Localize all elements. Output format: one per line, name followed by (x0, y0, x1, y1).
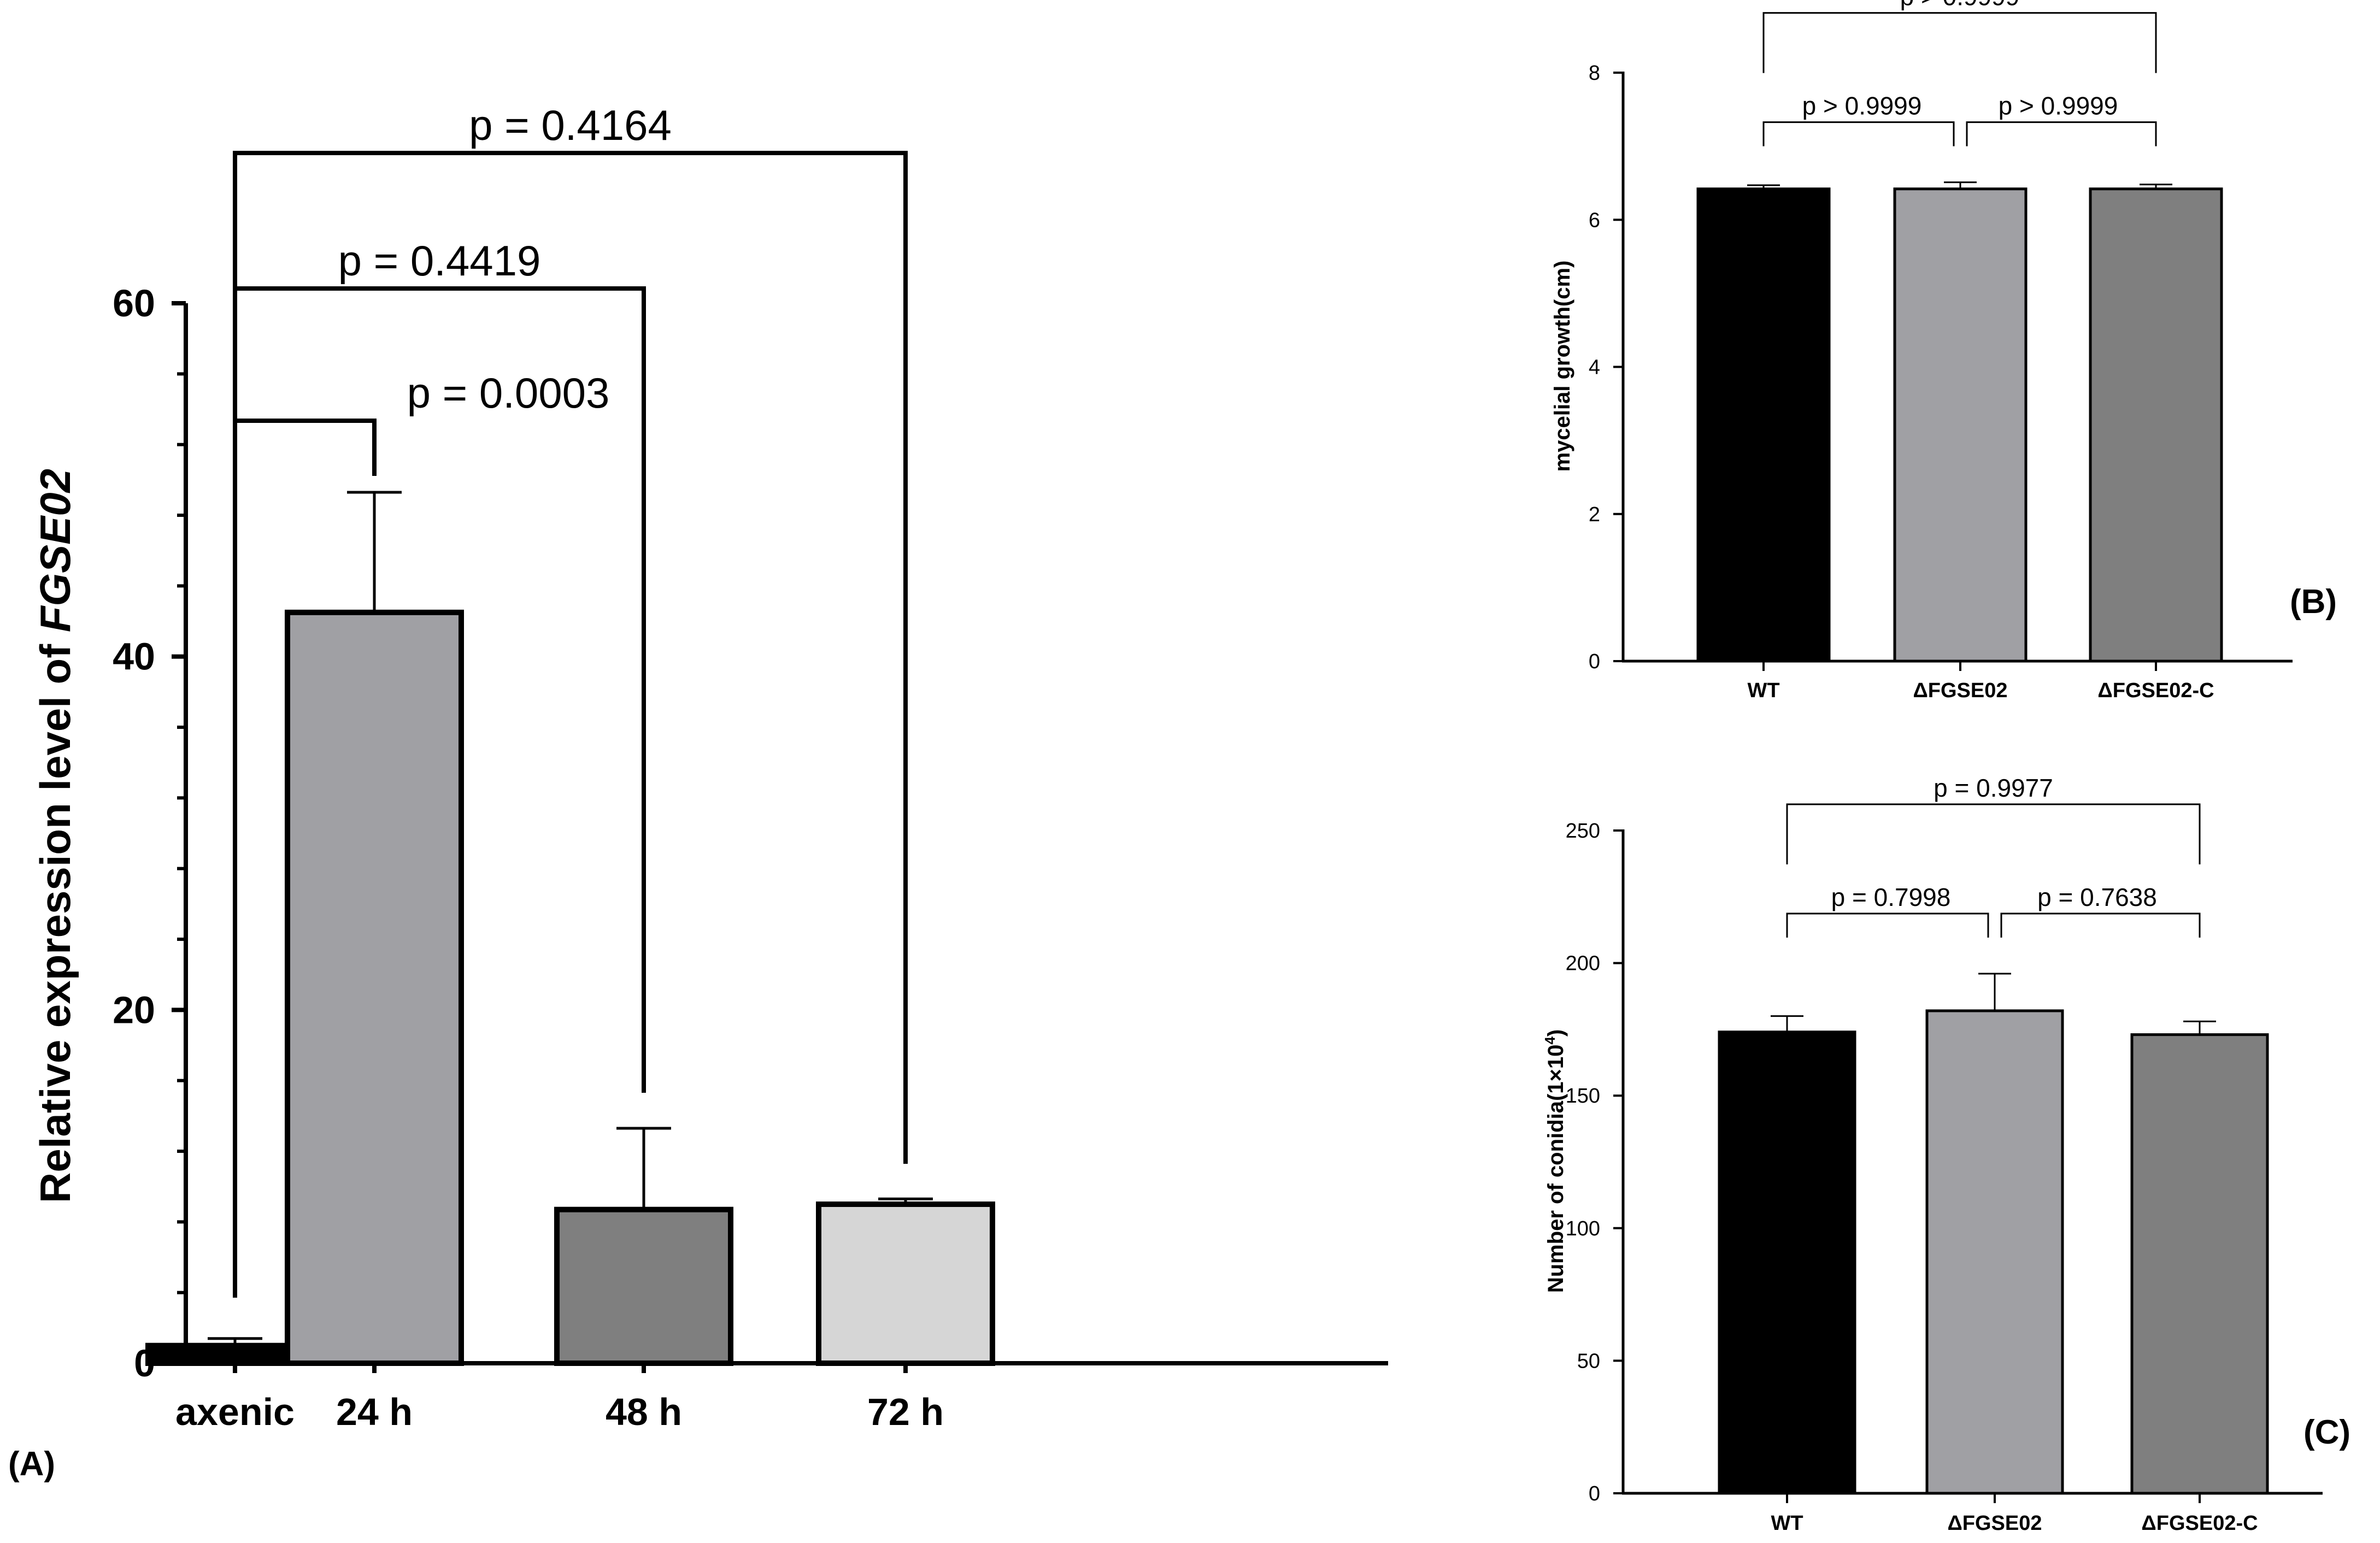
p-value-label: p = 0.4164 (469, 101, 672, 149)
category-label: WT (1771, 1512, 1803, 1535)
panel-a-y-axis-label-gene: FGSE02 (31, 469, 79, 632)
p-value-label: p = 0.9977 (1934, 774, 2053, 802)
category-label: ΔFGSE02 (1947, 1512, 2042, 1535)
significance-bracket (1762, 121, 1955, 146)
bar-wt (1718, 1030, 1856, 1495)
y-tick-label: 150 (1566, 1085, 1600, 1108)
y-tick-label: 6 (1589, 209, 1600, 232)
bar--fgse02-c (2089, 187, 2223, 663)
y-tick-label: 200 (1566, 952, 1600, 975)
y-tick-label: 20 (113, 988, 155, 1031)
category-label: WT (1747, 679, 1779, 702)
y-tick-label: 40 (113, 635, 155, 678)
category-label: ΔFGSE02-C (2097, 679, 2214, 702)
panel-b-bars (1696, 181, 2223, 663)
panel-a-y-axis-label-prefix: Relative expression level of (31, 632, 79, 1203)
category-label: axenic (175, 1391, 295, 1433)
panel-c-ticks: 0 50 100 150 200 250 WT ΔFGSE02 ΔFGSE02-C (1566, 820, 2258, 1535)
category-label: 24 h (336, 1391, 413, 1433)
bar-24-h (285, 609, 464, 1366)
significance-bracket (2000, 912, 2201, 938)
bar-wt (1696, 187, 1831, 663)
panel-c-y-axis-label: Number of conidia(1×104) (1542, 1029, 1568, 1293)
panel-a-comparisons: p = 0.0003 p = 0.4419 p = 0.4164 (233, 101, 908, 1298)
p-value-label: p = 0.7638 (2037, 883, 2157, 911)
panel-c: 0 50 100 150 200 250 WT ΔFGSE02 ΔFGSE02-C p = 0.… (1542, 774, 2350, 1535)
bar-72-h (816, 1202, 995, 1366)
y-tick-label: 0 (1589, 1482, 1600, 1505)
panel-a-label: (A) (8, 1445, 55, 1483)
panel-c-y-axis-label-prefix: Number of conidia(1×10 (1544, 1045, 1568, 1293)
p-value-label: p > 0.9999 (1999, 92, 2118, 120)
panel-c-y-axis-label-sup: 4 (1542, 1036, 1558, 1045)
y-tick-label: 2 (1589, 503, 1600, 526)
bar--fgse02 (1925, 1009, 2064, 1495)
panel-b-ticks: 0 2 4 6 8 WT ΔFGSE02 ΔFGSE02-C (1589, 62, 2214, 702)
p-value-label: p = 0.0003 (407, 369, 610, 417)
panel-b-label: (B) (2290, 583, 2337, 621)
significance-bracket (1786, 912, 1989, 938)
p-value-label: p = 0.4419 (338, 237, 541, 285)
significance-bracket (1966, 121, 2157, 146)
panel-c-y-axis-label-suffix: ) (1544, 1029, 1568, 1036)
category-label: 48 h (606, 1391, 682, 1433)
panel-a-bars (145, 491, 995, 1367)
p-value-label: p > 0.9999 (1802, 92, 1922, 120)
category-label: ΔFGSE02 (1913, 679, 2007, 702)
significance-bracket (1762, 12, 2157, 73)
category-label: ΔFGSE02-C (2141, 1512, 2258, 1535)
y-tick-label: 4 (1589, 356, 1600, 379)
significance-bracket (1786, 803, 2201, 865)
panel-c-comparisons: p = 0.7998 p = 0.7638 p = 0.9977 (1786, 774, 2201, 938)
panel-c-bars (1718, 973, 2269, 1495)
y-tick-label: 250 (1566, 820, 1600, 843)
bar--fgse02 (1893, 187, 2028, 663)
p-value-label: p > 0.9999 (1900, 0, 2020, 11)
panel-b-y-axis-label: mycelial growth(cm) (1550, 261, 1574, 472)
category-label: 72 h (867, 1391, 944, 1433)
p-value-label: p = 0.7998 (1831, 883, 1951, 911)
panel-b-comparisons: p > 0.9999 p > 0.9999 p > 0.9999 (1762, 0, 2157, 146)
y-tick-label: 8 (1589, 62, 1600, 85)
panel-a-y-axis-label: Relative expression level of FGSE02 (31, 469, 79, 1203)
panel-c-label: (C) (2303, 1414, 2350, 1451)
y-tick-label: 0 (1589, 650, 1600, 673)
significance-bracket (233, 151, 908, 1298)
bar--fgse02-c (2130, 1033, 2269, 1495)
y-tick-label: 60 (113, 282, 155, 325)
y-tick-label: 50 (1577, 1350, 1600, 1373)
y-tick-label: 100 (1566, 1217, 1600, 1240)
bar-48-h (554, 1206, 733, 1366)
